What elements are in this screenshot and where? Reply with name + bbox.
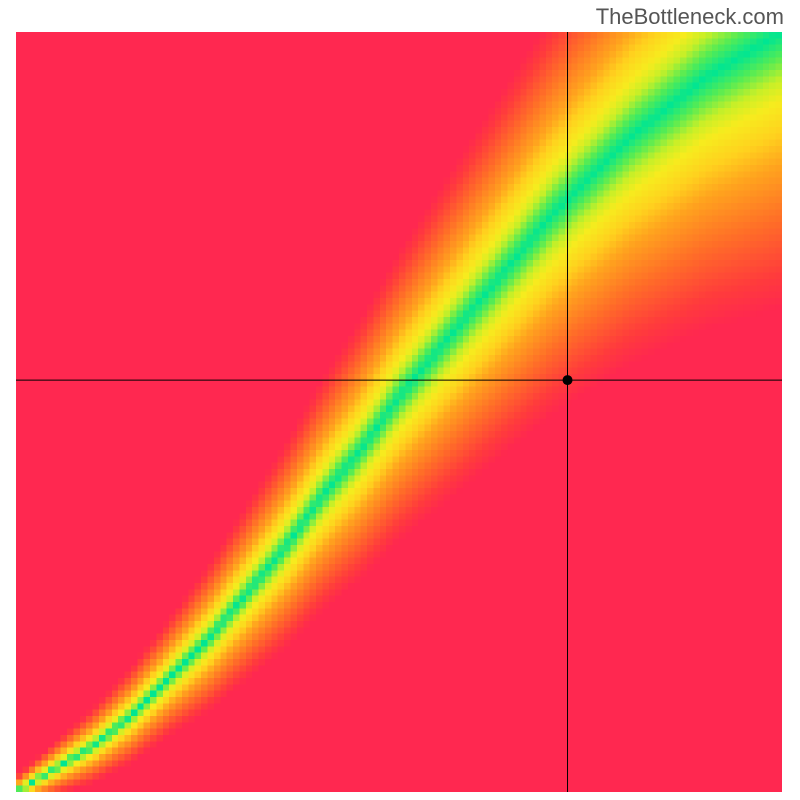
- attribution-label: TheBottleneck.com: [596, 4, 784, 30]
- chart-container: TheBottleneck.com: [0, 0, 800, 800]
- bottleneck-heatmap: [16, 32, 782, 792]
